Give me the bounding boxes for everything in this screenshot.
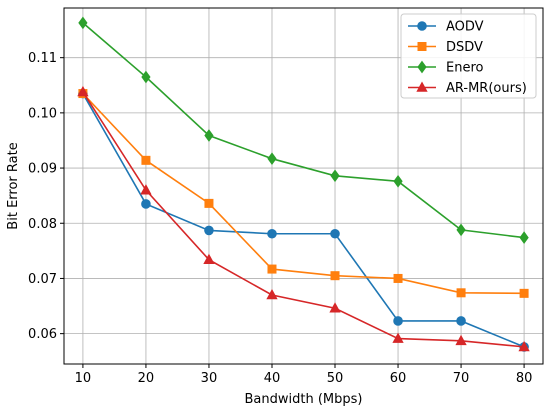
data-point-ar-mr-ours [203, 253, 215, 264]
x-tick-label: 20 [138, 371, 155, 386]
legend-label: AR-MR(ours) [446, 81, 527, 96]
legend-marker [416, 81, 428, 92]
data-point-dsdv [456, 288, 466, 298]
legend-marker [417, 60, 427, 74]
data-point-aodv [267, 228, 277, 239]
y-tick-label: 0.10 [28, 106, 57, 121]
y-tick-label: 0.08 [28, 217, 57, 232]
series-line-enero [82, 22, 525, 239]
data-point-dsdv [267, 264, 277, 274]
x-tick-label: 70 [453, 371, 470, 386]
data-point-ar-mr-ours [77, 85, 89, 97]
y-tick-label: 0.06 [28, 327, 57, 342]
axes: 10 20 30 40 50 60 70 80 0.06 0.07 0.08 0.09 0.10 0.11 [28, 7, 544, 386]
data-point-enero [204, 129, 214, 142]
data-point-aodv [204, 225, 214, 236]
plot-frame [63, 7, 544, 365]
x-tick-label: 80 [516, 371, 533, 386]
legend-label: DSDV [446, 40, 483, 55]
data-point-aodv [330, 228, 340, 239]
y-tick-label: 0.09 [28, 162, 57, 177]
x-tick-label: 30 [201, 371, 218, 386]
data-point-enero [393, 174, 403, 188]
series-line-dsdv [82, 93, 525, 295]
data-point-ar-mr-ours [266, 288, 278, 300]
legend: AODV DSDV Enero AR-MR(ours) [400, 13, 537, 99]
data-point-ar-mr-ours [455, 334, 467, 346]
data-point-dsdv [204, 198, 214, 208]
data-point-dsdv [330, 271, 340, 281]
data-point-enero [330, 169, 340, 183]
legend-item-aodv: AODV [408, 20, 484, 35]
x-tick-label: 40 [264, 371, 281, 386]
data-point-dsdv [393, 273, 403, 283]
series-enero [78, 16, 529, 244]
data-point-dsdv [519, 288, 529, 298]
data-point-enero [78, 16, 88, 30]
data-point-enero [141, 70, 151, 84]
data-point-enero [456, 223, 466, 237]
x-tick-label: 50 [327, 371, 344, 386]
data-point-ar-mr-ours [518, 340, 530, 352]
data-point-enero [267, 152, 277, 166]
x-axis-label: Bandwidth (Mbps) [245, 392, 363, 407]
y-axis-label: Bit Error Rate [6, 142, 21, 229]
series-ar-mr-ours [77, 85, 530, 352]
series-line-ar-mr-ours [82, 91, 525, 348]
data-point-ar-mr-ours [329, 302, 341, 313]
legend-marker [417, 21, 427, 31]
legend-marker [417, 42, 427, 51]
y-tick-label: 0.07 [28, 272, 57, 287]
series-group [77, 16, 530, 352]
legend-item-ar-mr-ours: AR-MR(ours) [408, 81, 527, 96]
legend-item-enero: Enero [408, 61, 484, 76]
y-tick-label: 0.11 [28, 51, 57, 66]
data-point-aodv [393, 316, 403, 326]
legend-box [400, 13, 537, 99]
x-tick-label: 60 [390, 371, 407, 386]
legend-item-dsdv: DSDV [408, 40, 483, 55]
x-tick-label: 10 [75, 371, 92, 386]
legend-label: AODV [446, 20, 484, 35]
data-point-ar-mr-ours [140, 184, 152, 195]
data-point-aodv [456, 316, 466, 326]
legend-label: Enero [446, 61, 484, 76]
data-point-aodv [141, 199, 151, 209]
series-line-aodv [82, 93, 525, 348]
data-point-dsdv [141, 155, 151, 165]
data-point-ar-mr-ours [392, 332, 404, 343]
data-point-enero [519, 231, 529, 244]
